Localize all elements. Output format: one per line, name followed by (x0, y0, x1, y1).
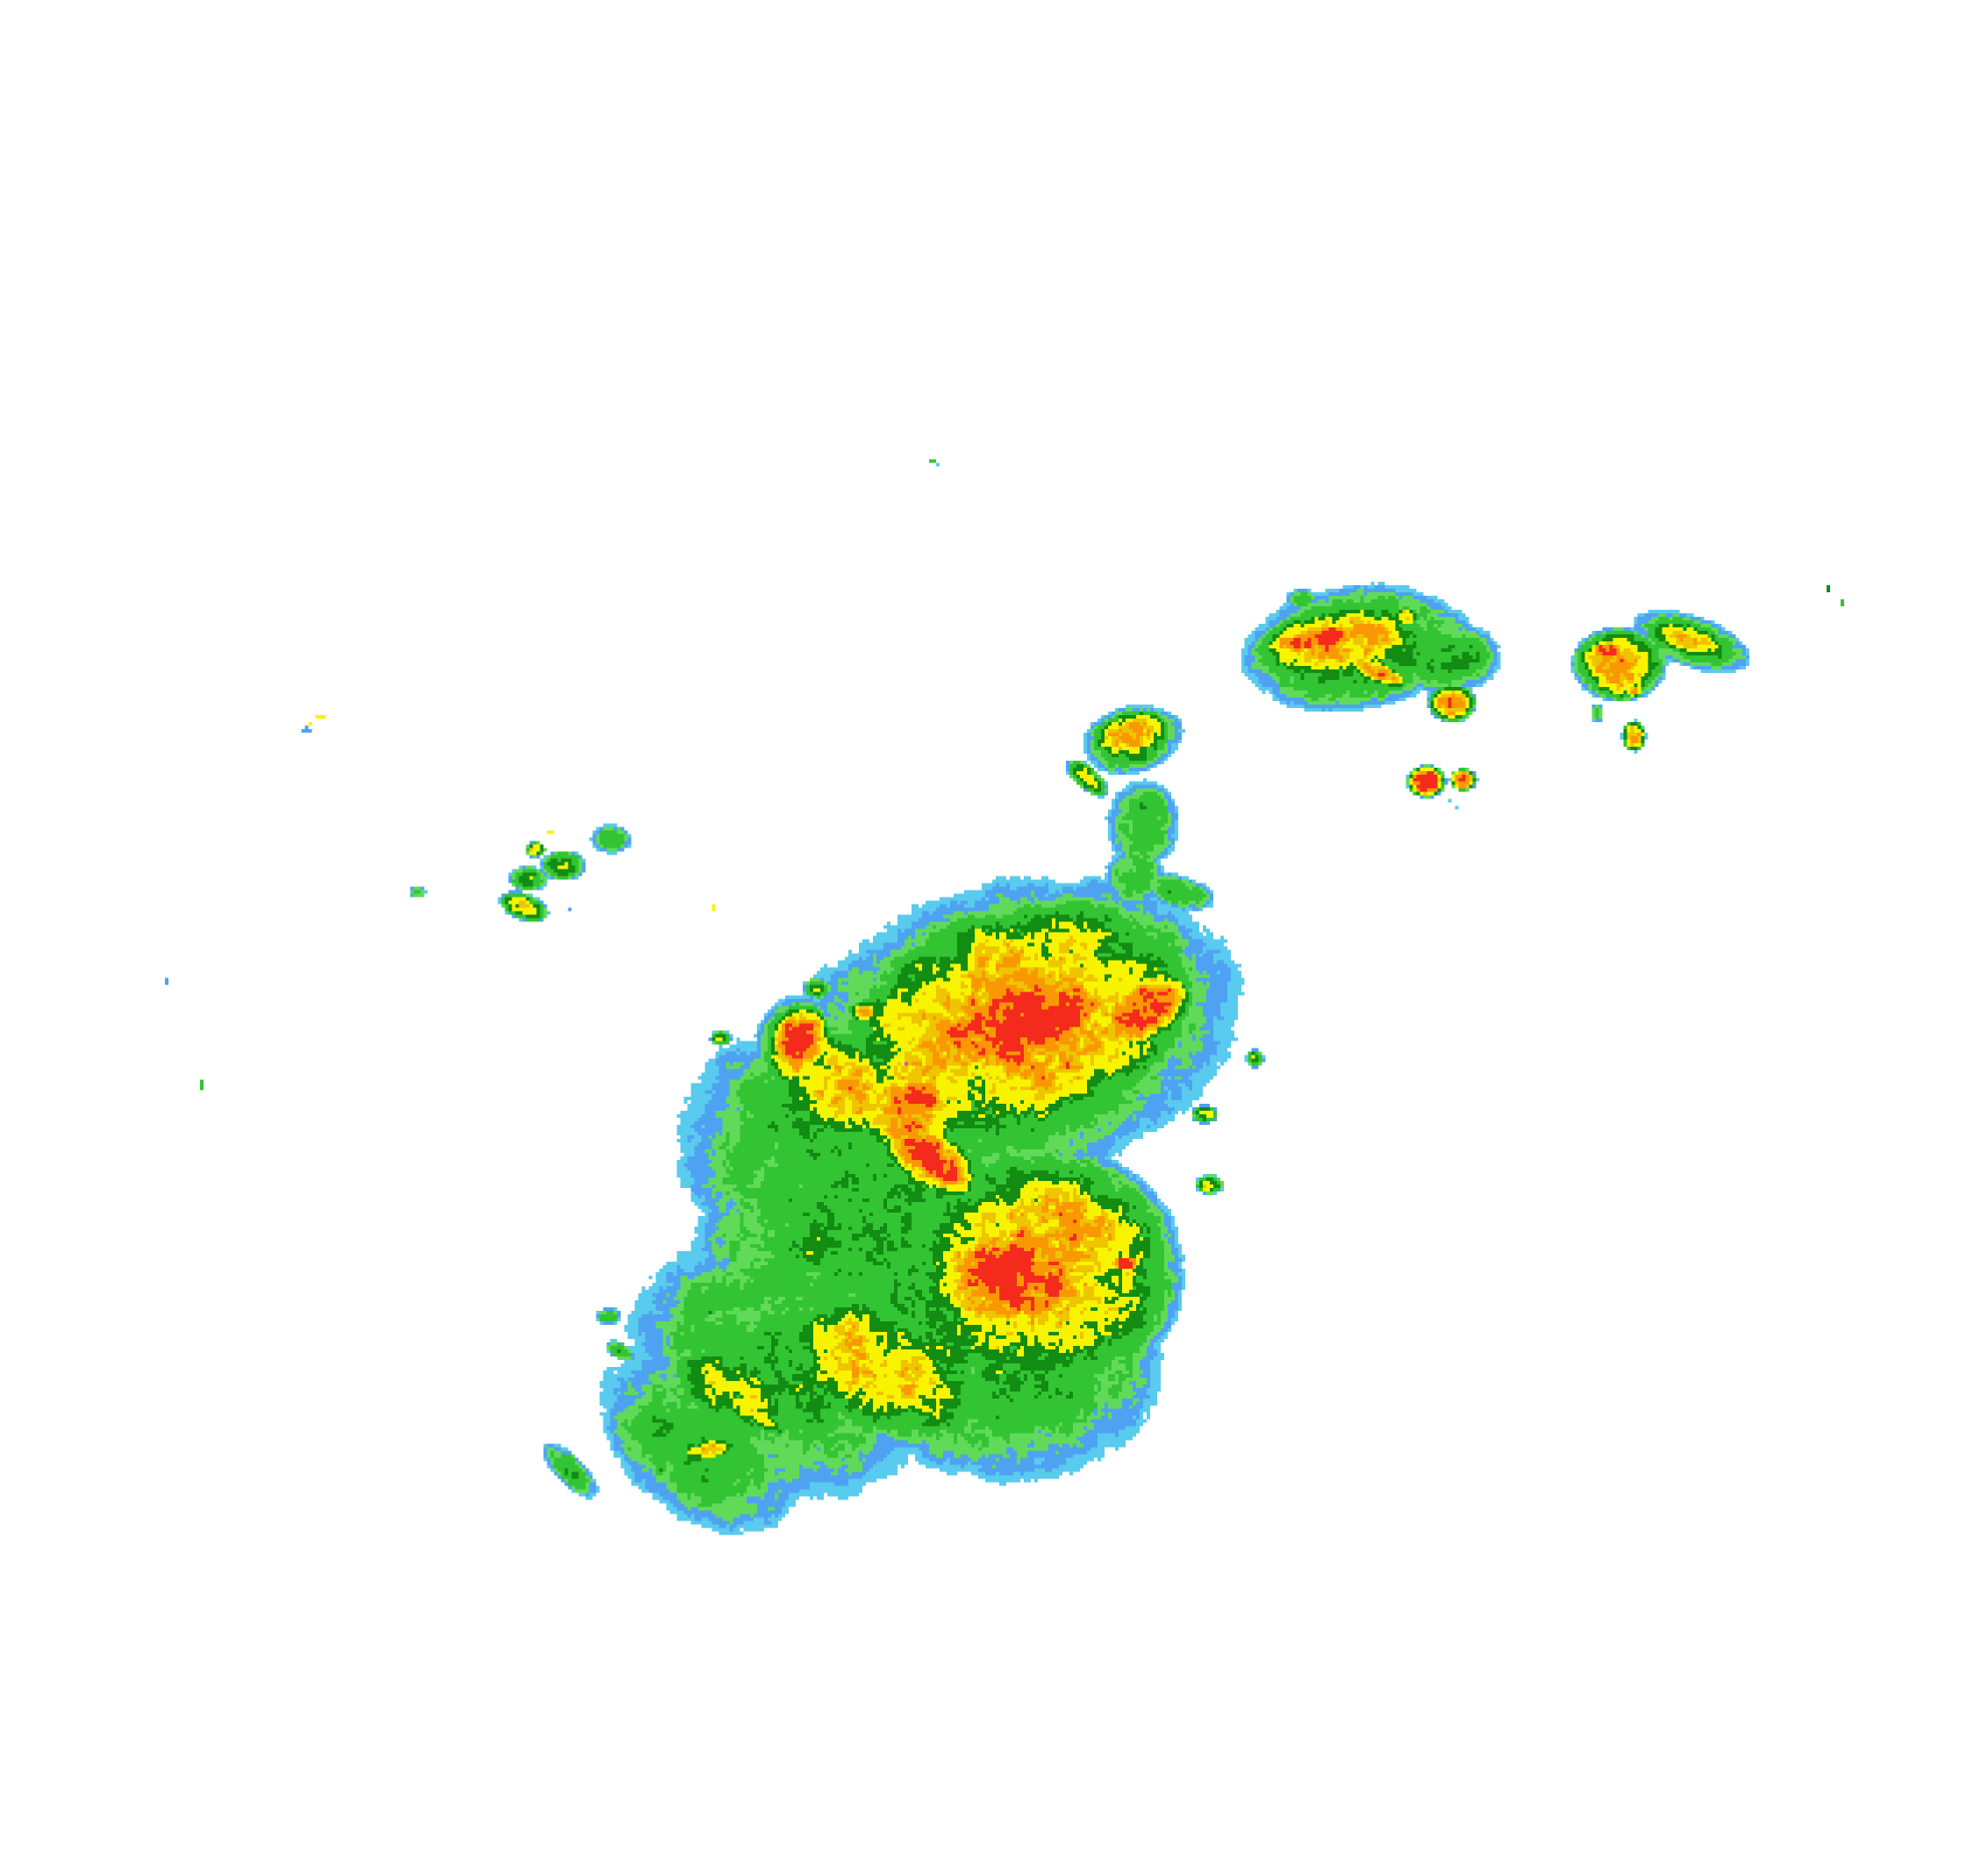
radar-precipitation-canvas (0, 0, 1988, 1875)
weather-radar-view (0, 0, 1988, 1875)
